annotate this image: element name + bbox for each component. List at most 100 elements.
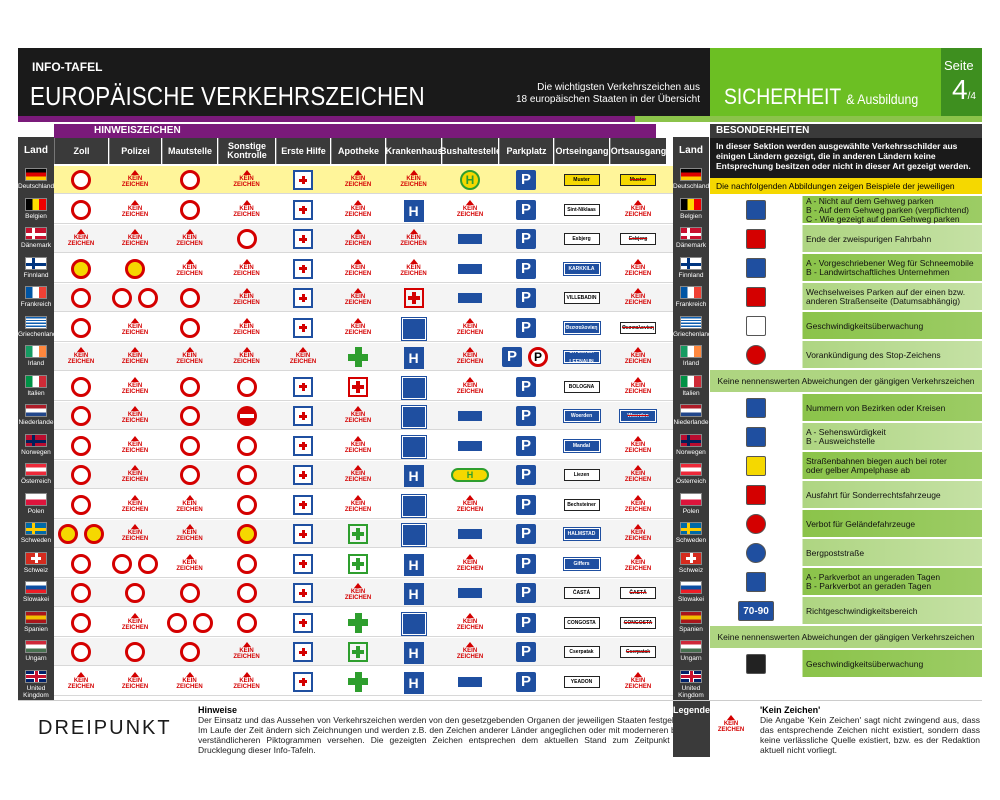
kein-zeichen-icon: KEIN ZEICHEN: [400, 259, 426, 277]
kein-zeichen-icon: KEIN ZEICHEN: [176, 554, 202, 572]
kein-zeichen-icon: KEIN ZEICHEN: [457, 613, 483, 631]
prohibition-sign-icon: [71, 258, 91, 279]
table-row: [54, 314, 673, 342]
kein-zeichen-icon: KEIN ZEICHEN: [345, 406, 371, 424]
kein-zeichen-icon: KEIN ZEICHEN: [122, 229, 148, 247]
prohibition-sign-icon: [71, 642, 91, 662]
country-name: Spanien: [24, 625, 48, 633]
kein-zeichen-icon: KEIN ZEICHEN: [68, 347, 94, 365]
flag-icon: [680, 374, 702, 388]
town-entry-sign: BOLOGNA: [563, 380, 600, 393]
col-head-10: Ortsausgang: [610, 138, 666, 164]
parking-icon: P: [516, 671, 536, 692]
flag-icon: [680, 286, 702, 299]
prohibition-sign-icon: [179, 642, 200, 662]
col-head-2: Mautstelle: [162, 138, 217, 164]
notes-title: Hinweise: [198, 705, 238, 715]
country-name: Belgien: [25, 212, 47, 220]
prohibition-sign-icon: [166, 612, 187, 633]
parking-icon: P: [516, 494, 536, 515]
special-sign-row: A - Nicht auf dem Gehweg parken B - Auf d…: [710, 196, 982, 224]
town-entry-sign: Sint-Niklaas: [563, 203, 600, 216]
country-name: United Kingdom: [678, 684, 704, 699]
header-green-band: [710, 48, 982, 116]
parking-icon: P: [516, 553, 536, 574]
kein-zeichen-icon: KEIN ZEICHEN: [345, 229, 371, 247]
kein-zeichen-icon: KEIN ZEICHEN: [625, 524, 651, 542]
pharmacy-cross-icon: [348, 553, 368, 574]
flag-icon: [25, 640, 47, 653]
kein-zeichen-icon: KEIN ZEICHEN: [122, 347, 148, 365]
town-entry-sign: Woerden: [562, 409, 601, 423]
special-sign-text: B - Landwirtschaftliches Unternehmen: [806, 267, 950, 277]
town-entry-sign: Giffers: [562, 556, 601, 571]
table-row: [54, 550, 673, 578]
kein-zeichen-icon: KEIN ZEICHEN: [345, 436, 371, 454]
flag-icon: [25, 315, 47, 329]
first-aid-cross-icon: [403, 288, 424, 308]
country-name: Finnland: [678, 271, 704, 279]
flag-icon: [680, 256, 702, 270]
table-row: [54, 609, 673, 637]
prohibition-sign-icon: [179, 199, 200, 220]
prohibition-sign-icon: [236, 376, 257, 397]
prohibition-sign-icon: [125, 583, 145, 603]
kein-zeichen-icon: KEIN ZEICHEN: [457, 318, 483, 336]
first-aid-icon: [293, 524, 313, 544]
special-sign-text: A - Parkverbot an ungeraden Tagen: [806, 572, 941, 582]
prohibition-sign-icon: [71, 553, 91, 574]
kein-zeichen-icon: KEIN ZEICHEN: [625, 259, 651, 277]
prohibition-sign-icon: [71, 170, 91, 190]
prohibition-sign-icon: [179, 317, 200, 338]
kein-zeichen-icon: KEIN ZEICHEN: [625, 436, 651, 454]
prohibition-sign-icon: [71, 288, 91, 308]
kein-zeichen-icon: KEIN ZEICHEN: [457, 200, 483, 218]
flag-icon: [25, 581, 47, 594]
country-name: Schweiz: [23, 566, 49, 574]
country-name: Italien: [682, 389, 700, 397]
kein-zeichen-icon: KEIN ZEICHEN: [345, 465, 371, 483]
parking-icon: P: [516, 317, 536, 338]
parking-icon: P: [516, 199, 536, 220]
town-entry-sign: VILLEBADIN: [563, 292, 600, 304]
country-name: Dänemark: [676, 242, 706, 249]
special-sign-text: Ausfahrt für Sonderrechtsfahrzeuge: [806, 489, 941, 500]
kein-zeichen-icon: KEIN ZEICHEN: [457, 377, 483, 395]
special-sign-text: B - Parkverbot an geraden Tagen: [806, 581, 932, 591]
country-name: Norwegen: [676, 448, 706, 456]
flag-icon: [680, 404, 702, 417]
flag-icon: [25, 463, 47, 476]
flag-icon: [680, 345, 702, 358]
flag-icon: [25, 197, 47, 211]
special-sign-icon: [716, 344, 800, 366]
special-sign-row: Ausfahrt für Sonderrechtsfahrzeuge: [710, 481, 982, 509]
special-sign-icon: [716, 397, 800, 419]
special-sign-icon: 70-90: [716, 600, 800, 622]
prohibition-sign-icon: [179, 170, 200, 190]
bus-stop-icon: [458, 588, 482, 598]
flag-icon: [680, 168, 702, 181]
specials-panel: BESONDERHEITEN In dieser Sektion werden …: [710, 124, 982, 700]
hospital-symbol-icon: [400, 375, 427, 400]
special-sign-icon: [716, 228, 800, 250]
town-exit-sign: Woerden: [619, 409, 657, 423]
kein-zeichen-icon: KEIN ZEICHEN: [68, 229, 94, 247]
hospital-icon: H: [403, 347, 424, 369]
flag-icon: [680, 197, 702, 211]
parking-icon: P: [516, 524, 536, 544]
flag-icon: [25, 374, 47, 388]
special-sign-text: Straßenbahnen biegen auch bei roter: [806, 456, 947, 466]
parking-icon: P: [516, 258, 536, 279]
kein-zeichen-icon: KEIN ZEICHEN: [176, 347, 202, 365]
kein-zeichen-icon: KEIN ZEICHEN: [233, 259, 259, 277]
town-entry-sign: Esbjerg: [563, 233, 600, 245]
col-head-3: Sonstige Kontrolle: [218, 138, 275, 164]
kein-zeichen-icon: KEIN ZEICHEN: [345, 200, 371, 218]
bus-stop-icon: H: [451, 468, 489, 482]
country-name: Norwegen: [21, 448, 51, 456]
col-head-6: Krankenhaus: [385, 138, 443, 164]
parking-icon: P: [516, 229, 536, 249]
kein-zeichen-icon: KEIN ZEICHEN: [122, 465, 148, 483]
table-row: [54, 668, 673, 696]
bus-stop-icon: [458, 234, 482, 244]
